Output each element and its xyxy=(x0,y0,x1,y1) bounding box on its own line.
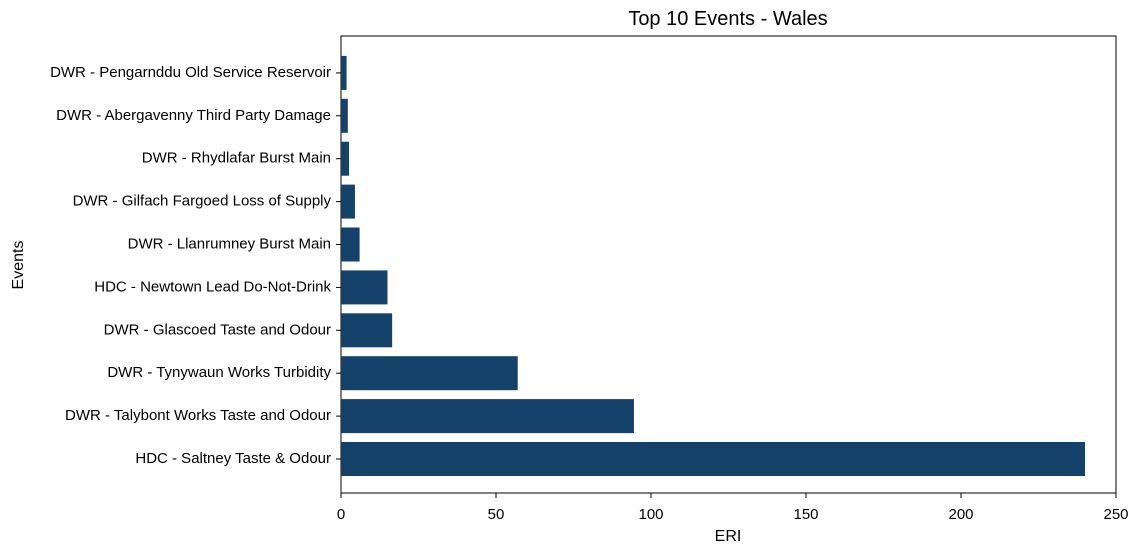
category-label: DWR - Glascoed Taste and Odour xyxy=(104,321,331,338)
bar xyxy=(341,98,348,133)
x-tick-label: 200 xyxy=(948,506,973,523)
x-tick-label: 250 xyxy=(1103,506,1128,523)
category-label: DWR - Pengarnddu Old Service Reservoir xyxy=(50,64,331,81)
category-label: DWR - Abergavenny Third Party Damage xyxy=(56,107,331,124)
x-axis-label: ERI xyxy=(715,528,742,545)
bar xyxy=(341,184,355,219)
x-tick-label: 0 xyxy=(337,506,345,523)
bars-group xyxy=(341,55,1085,476)
category-label: DWR - Llanrumney Burst Main xyxy=(128,235,331,252)
x-tick-label: 100 xyxy=(638,506,663,523)
category-label: DWR - Rhydlafar Burst Main xyxy=(142,150,331,167)
bar xyxy=(341,270,388,305)
bar xyxy=(341,313,393,348)
x-tick-label: 50 xyxy=(488,506,505,523)
bar xyxy=(341,442,1085,476)
bar xyxy=(341,141,350,176)
category-label: DWR - Talybont Works Taste and Odour xyxy=(65,407,331,424)
x-tick-label: 150 xyxy=(793,506,818,523)
category-label: DWR - Tynywaun Works Turbidity xyxy=(107,364,331,381)
bar xyxy=(341,356,518,391)
chart-title: Top 10 Events - Wales xyxy=(628,8,827,30)
category-label: HDC - Saltney Taste & Odour xyxy=(135,450,331,467)
bar xyxy=(341,227,360,262)
y-axis-label: Events xyxy=(10,241,27,290)
category-label: HDC - Newtown Lead Do-Not-Drink xyxy=(94,278,331,295)
category-labels-group: DWR - Pengarnddu Old Service Reservoir DW… xyxy=(50,64,341,467)
bar xyxy=(341,399,634,434)
category-label: DWR - Gilfach Fargoed Loss of Supply xyxy=(73,193,332,210)
x-ticks-group: 0 50 100 150 200 250 xyxy=(337,493,1129,523)
bar xyxy=(341,55,347,90)
